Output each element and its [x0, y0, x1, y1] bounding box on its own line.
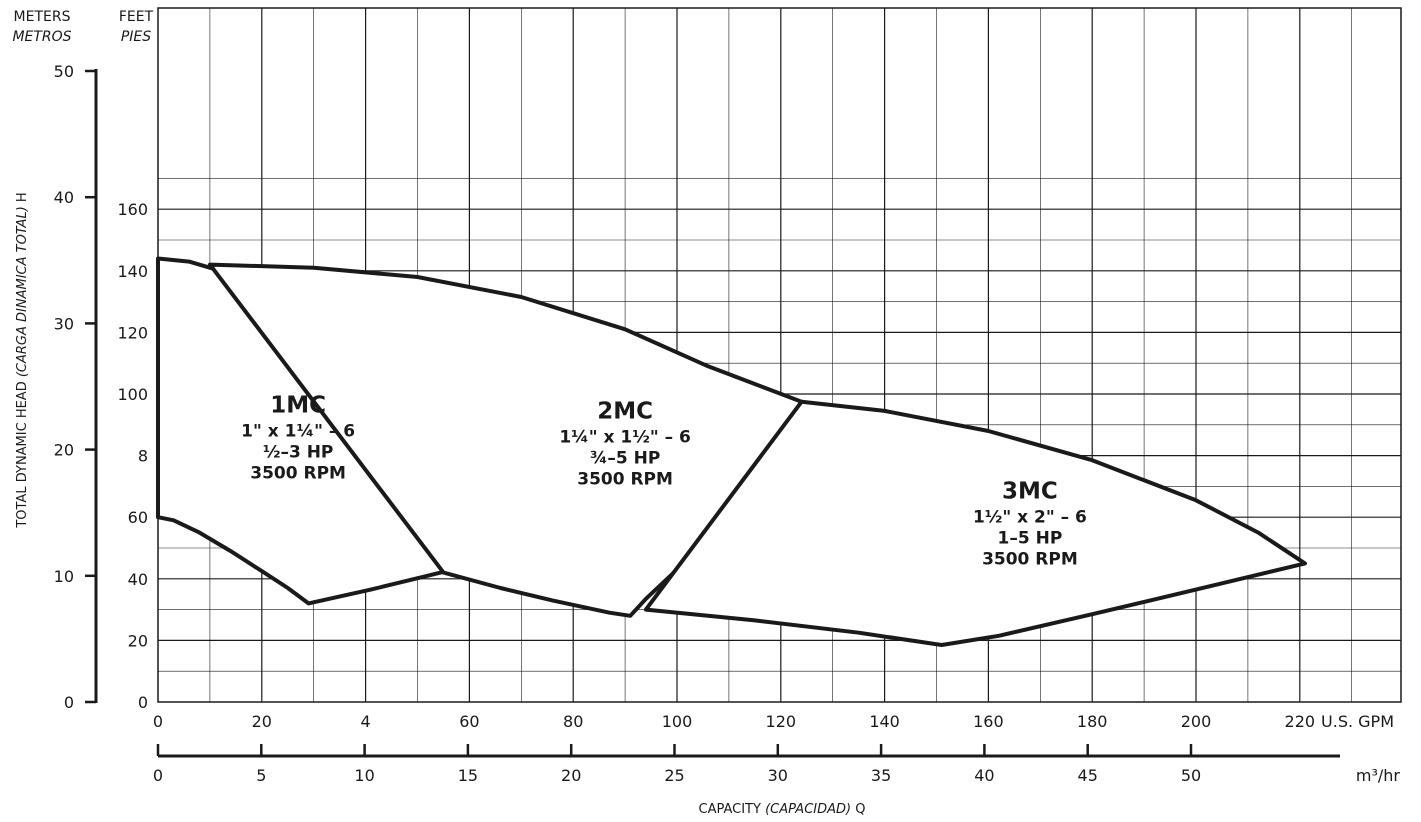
gpm-tick-label: 60 — [459, 712, 479, 731]
gpm-tick-label: 200 — [1181, 712, 1212, 731]
y-axis-title-part: H — [15, 192, 30, 206]
feet-unit-label: FEET — [119, 9, 154, 25]
region-spec-1mc: ½–3 HP — [263, 442, 334, 462]
region-spec-3mc: 3500 RPM — [982, 550, 1078, 570]
m3hr-tick-label: 20 — [561, 766, 581, 785]
gpm-tick-label: 80 — [563, 712, 583, 731]
gpm-tick-label: 120 — [766, 712, 797, 731]
m3hr-tick-label: 35 — [871, 766, 891, 785]
m3hr-tick-label: 45 — [1078, 766, 1098, 785]
pies-unit-label: PIES — [121, 29, 151, 45]
region-label-3mc: 3MC — [1002, 479, 1058, 505]
m3hr-tick-label: 50 — [1181, 766, 1201, 785]
region-spec-2mc: 3500 RPM — [577, 470, 673, 490]
y-axis-title-part: (CARGA DINAMICA TOTAL) — [15, 206, 30, 377]
m3hr-tick-label: 30 — [768, 766, 788, 785]
region-spec-3mc: 1–5 HP — [998, 529, 1063, 549]
pump-regions — [156, 256, 1307, 647]
m3hr-unit-label: m³/hr — [1356, 766, 1401, 785]
feet-tick-label: 120 — [117, 323, 148, 342]
feet-tick-label: 8 — [138, 447, 148, 466]
y-axis-title: TOTAL DYNAMIC HEAD (CARGA DINAMICA TOTAL… — [15, 192, 30, 528]
m3hr-tick-label: 40 — [974, 766, 994, 785]
feet-tick-label: 100 — [117, 385, 148, 404]
x-axis-title: CAPACITY (CAPACIDAD) Q — [699, 802, 866, 817]
m3hr-tick-label: 10 — [354, 766, 374, 785]
m3hr-tick-label: 15 — [458, 766, 478, 785]
meters-tick-label: 50 — [54, 62, 74, 81]
meters-tick-label: 20 — [54, 441, 74, 460]
m3hr-tick-label: 5 — [256, 766, 266, 785]
gpm-tick-label: 140 — [869, 712, 900, 731]
gpm-tick-label: 4 — [361, 712, 371, 731]
region-spec-2mc: ¾–5 HP — [590, 449, 661, 469]
meters-unit-label: METERS — [14, 9, 71, 25]
gpm-tick-label: 100 — [662, 712, 693, 731]
m3hr-tick-label: 25 — [664, 766, 684, 785]
gpm-tick-label: 0 — [153, 712, 163, 731]
region-label-2mc: 2MC — [597, 399, 653, 425]
meters-tick-label: 10 — [54, 567, 74, 586]
region-3mc — [643, 399, 1307, 647]
m3hr-tick-label: 0 — [153, 766, 163, 785]
region-spec-1mc: 1" x 1¼" – 6 — [241, 421, 355, 441]
region-spec-2mc: 1¼" x 1½" – 6 — [559, 428, 691, 448]
meters-tick-label: 30 — [54, 314, 74, 333]
gpm-tick-label: 160 — [973, 712, 1004, 731]
chart-labels: METERS METROS TOTAL DYNAMIC HEAD (CARGA DI… — [12, 9, 1400, 817]
meters-tick-label: 0 — [64, 693, 74, 712]
metros-unit-label: METROS — [12, 29, 71, 45]
feet-tick-label: 140 — [117, 262, 148, 281]
feet-tick-label: 0 — [138, 693, 148, 712]
feet-tick-label: 40 — [128, 570, 148, 589]
x-axis-title-part: CAPACITY — [699, 802, 766, 817]
x-axis-title-part: Q — [851, 802, 865, 817]
x-axis-title-part: (CAPACIDAD) — [765, 802, 851, 817]
meters-tick-label: 40 — [54, 188, 74, 207]
region-spec-3mc: 1½" x 2" – 6 — [973, 508, 1087, 528]
gpm-tick-label: 20 — [252, 712, 272, 731]
feet-tick-label: 160 — [117, 200, 148, 219]
y-axis-title-part: TOTAL DYNAMIC HEAD — [15, 377, 30, 529]
gpm-tick-label: 220 — [1285, 712, 1316, 731]
region-spec-1mc: 3500 RPM — [250, 463, 346, 483]
gpm-tick-label: 180 — [1077, 712, 1108, 731]
feet-tick-label: 20 — [128, 631, 148, 650]
feet-tick-label: 60 — [128, 508, 148, 527]
gpm-unit-label: U.S. GPM — [1321, 712, 1394, 731]
region-label-1mc: 1MC — [270, 392, 326, 418]
